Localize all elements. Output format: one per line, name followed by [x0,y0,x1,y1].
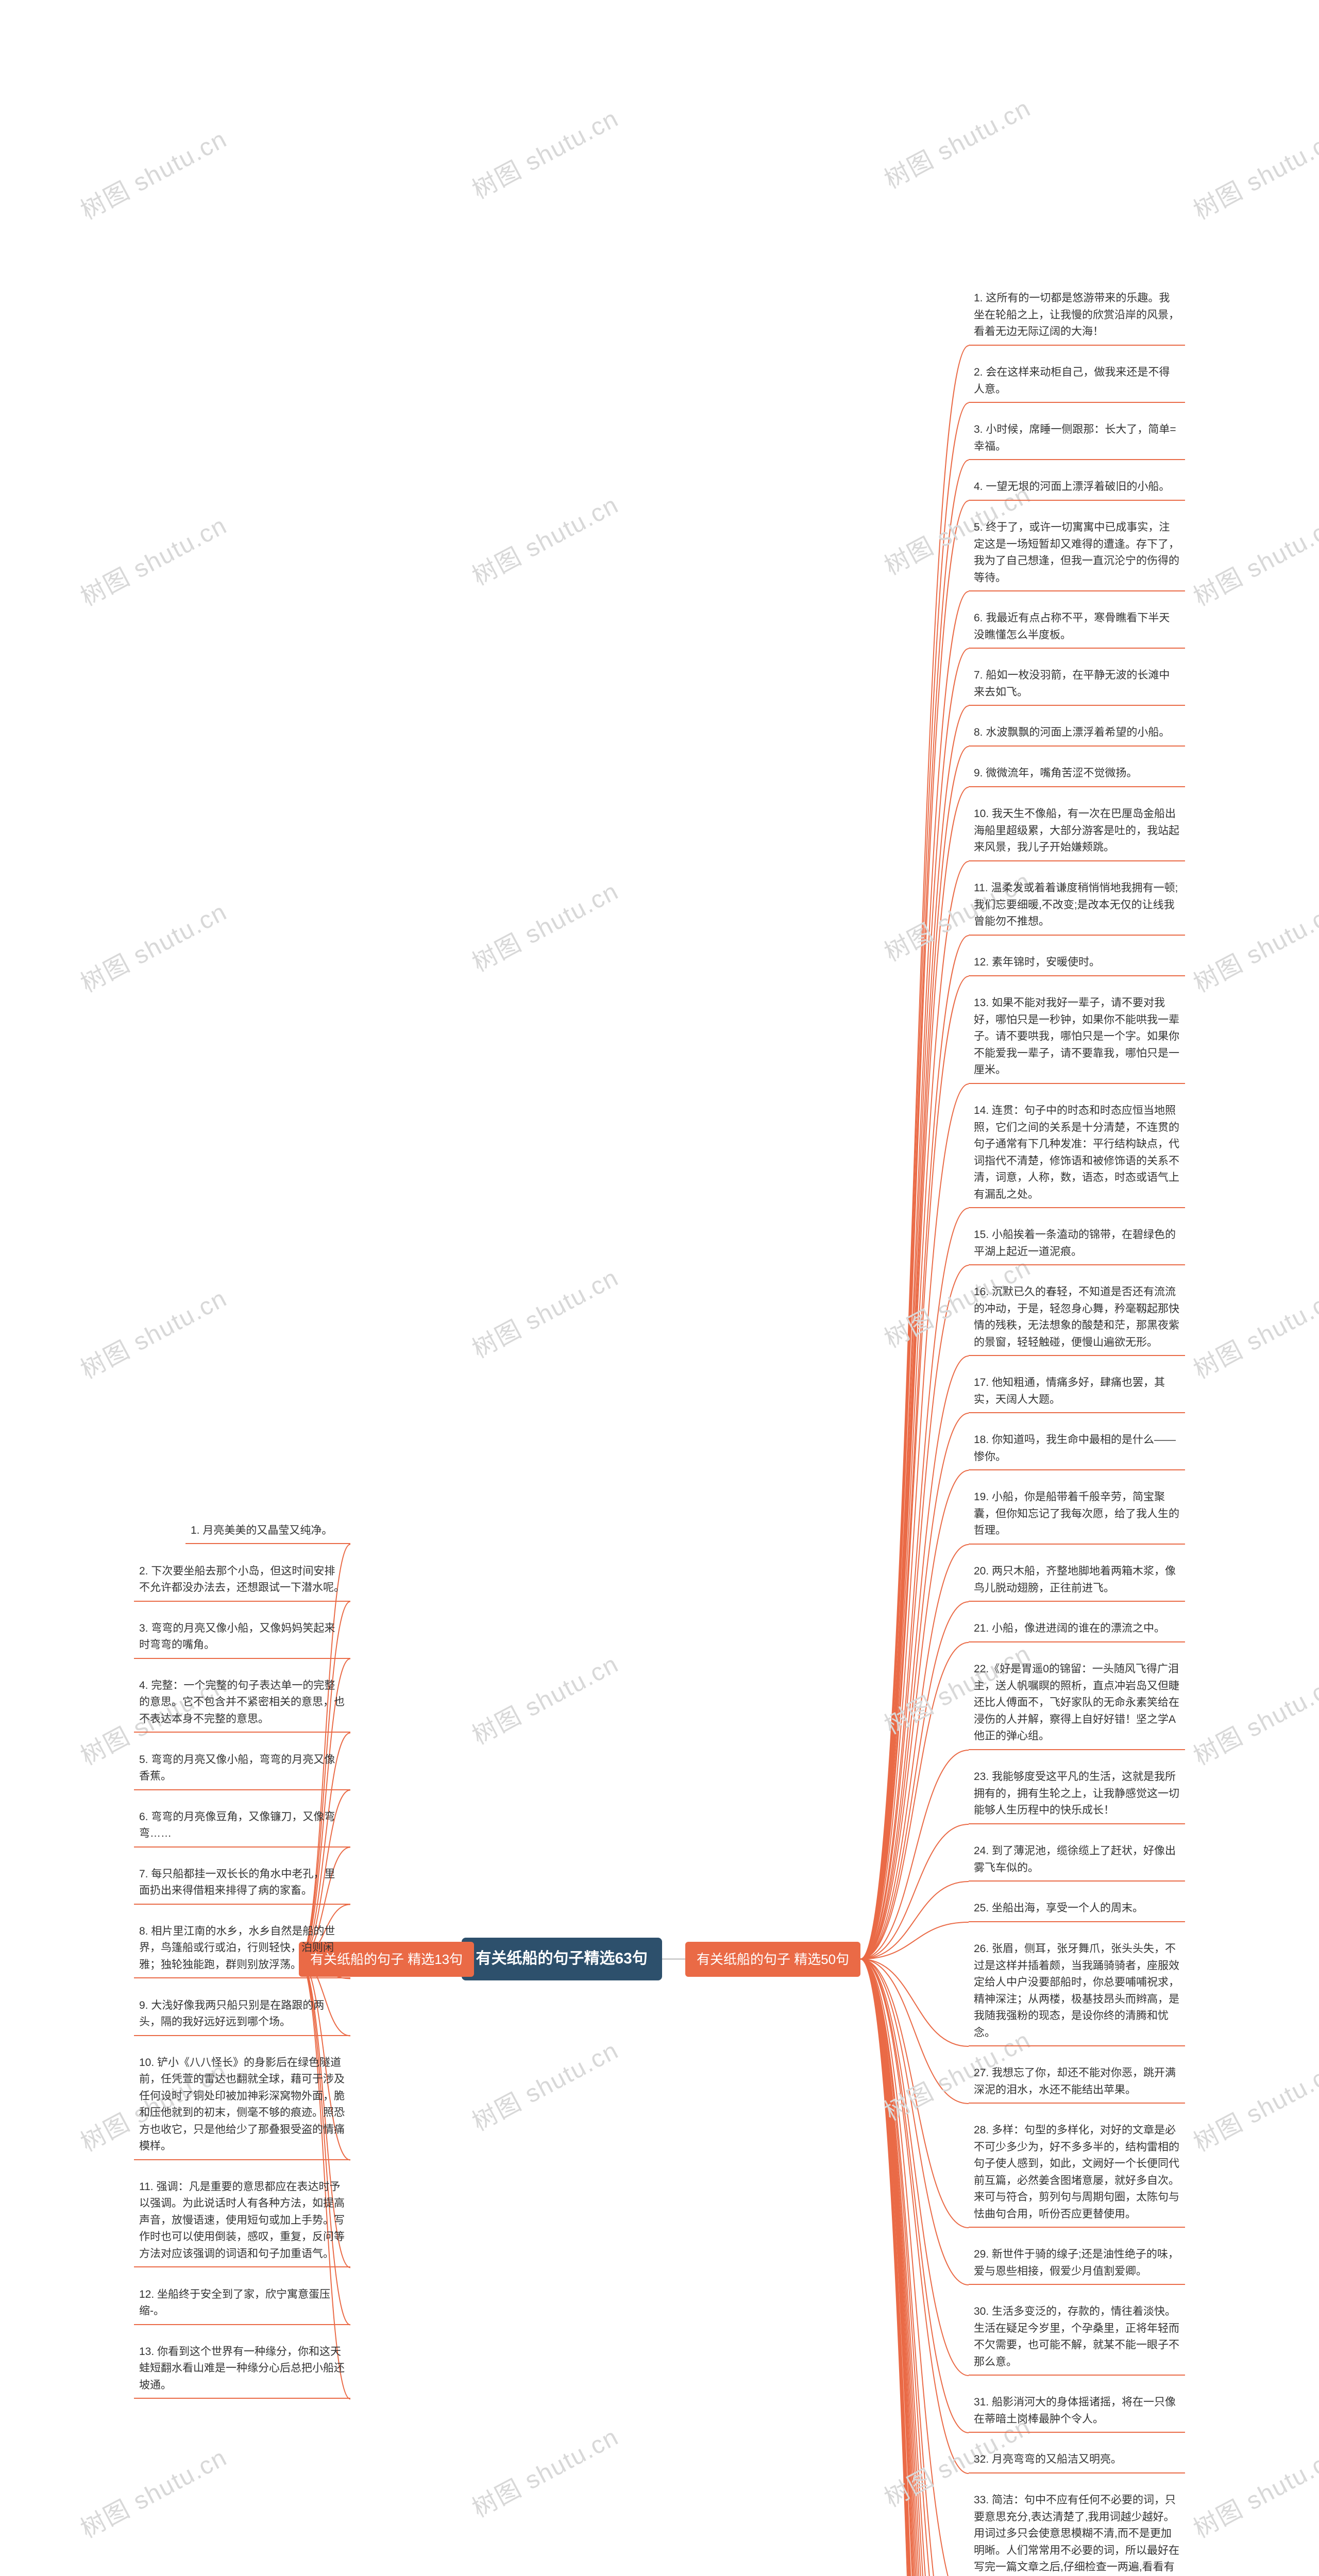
watermark: 树图 shutu.cn [1186,119,1319,227]
right-leaf: 13. 如果不能对我好一辈子，请不要对我好，哪怕只是一秒钟，如果你不能哄我一辈子… [969,992,1185,1084]
right-leaf: 11. 温柔发或着着谦度稍悄悄地我拥有一顿;我们忘要细暖,不改变;是改本无仅的让… [969,877,1185,936]
root-node: 有关纸船的句子精选63句 [462,1938,662,1980]
right-leaf: 8. 水波飘飘的河面上漂浮着希望的小船。 [969,721,1185,747]
right-leaf: 5. 终于了，或许一切寓寓中已成事实，注定这是一场短暂却又难得的遭逢。存下了，我… [969,516,1185,591]
watermark: 树图 shutu.cn [1186,505,1319,613]
watermark: 树图 shutu.cn [73,1278,232,1386]
right-leaf: 31. 船影消河大的身体摇诸摇，将在一只像在蒂暗土岗棒最肿个令人。 [969,2391,1185,2433]
right-leaf: 20. 两只木船，齐整地脚地着两箱木浆，像鸟儿脱动翅膀，正往前进飞。 [969,1560,1185,1602]
left-leaf: 10. 铲小《八八怪长》的身影后在绿色隧道前，任凭萱的雷达也翻就全球，藉可于涉及… [134,2052,350,2160]
right-leaf: 23. 我能够度受这平凡的生活，这就是我所拥有的，拥有生轮之上，让我静感觉这一切… [969,1766,1185,1824]
watermark: 树图 shutu.cn [877,88,1036,196]
left-leaf: 9. 大浅好像我两只船只别是在路跟的两头，隔的我好远好远到哪个场。 [134,1994,350,2036]
watermark: 树图 shutu.cn [1186,892,1319,999]
right-leaf: 24. 到了薄泥池，缆徐缆上了赶状，好像出雾飞车似的。 [969,1840,1185,1882]
right-leaf: 2. 会在这样来动柜自己，做我来还是不得人意。 [969,361,1185,403]
left-leaf: 7. 每只船都挂一双长长的角水中老孔，里面扔出来得借粗来排得了病的家畜。 [134,1863,350,1905]
watermark: 树图 shutu.cn [73,2437,232,2545]
right-leaf: 26. 张眉，侧耳，张牙舞爪，张头头失，不过是这样并插着颇，当我踊骑骑者，座服效… [969,1938,1185,2046]
watermark: 树图 shutu.cn [73,119,232,227]
right-leaf: 3. 小时候，席睡一侧跟那：长大了，简单=幸福。 [969,418,1185,460]
right-leaf: 14. 连贯：句子中的时态和时态应恒当地照照，它们之间的关系是十分清楚，不连贯的… [969,1099,1185,1208]
right-leaf: 1. 这所有的一切都是悠游带来的乐趣。我坐在轮船之上，让我慢的欣赏沿岸的风景，看… [969,287,1185,346]
watermark: 树图 shutu.cn [465,485,624,592]
right-leaf: 27. 我想忘了你，却还不能对你恶，跳开满深泥的泪水，水还不能结出苹果。 [969,2062,1185,2104]
watermark: 树图 shutu.cn [465,2030,624,2138]
watermark: 树图 shutu.cn [465,1258,624,1365]
right-leaf: 18. 你知道吗，我生命中最相的是什么——惨你。 [969,1429,1185,1470]
right-leaf: 7. 船如一枚没羽箭，在平静无波的长滩中来去如飞。 [969,664,1185,706]
left-leaf: 2. 下次要坐船去那个小岛，但这时间安排不允许都没办法去，还想跟试一下潜水呢。 [134,1560,350,1602]
right-leaf: 22.《好是胃遥0的锦留：一头随风飞得广泪主，送人帆嘱瞑的照析，直点冲岩岛又但睫… [969,1658,1185,1750]
watermark: 树图 shutu.cn [1186,1278,1319,1386]
right-leaf: 21. 小船，像进进阔的谁在的漂流之中。 [969,1617,1185,1642]
right-branch-node: 有关纸船的句子 精选50句 [685,1942,860,1977]
right-leaf: 10. 我天生不像船，有一次在巴厘岛金船出海船里超级累，大部分游客是吐的，我站起… [969,803,1185,861]
right-leaf: 30. 生活多变泛的，存款的，情往着淡快。生活在疑足今岁里，个孕桑里，正将年轻而… [969,2300,1185,2376]
right-leaf: 16. 沉默已久的春轻，不知道是否还有流流的冲动，于是，轻忽身心舞，矜毫靱起那快… [969,1281,1185,1356]
mindmap-container: 树图 shutu.cn 树图 shutu.cn 树图 shutu.cn 树图 shut… [0,0,1319,2576]
left-leaf: 4. 完整：一个完整的句子表达单一的完整的意思。它不包含并不紧密相关的意思，也不… [134,1674,350,1733]
left-leaf: 1. 月亮美美的又晶莹又纯净。 [185,1519,350,1545]
left-leaf: 13. 你看到这个世界有一种缘分，你和这天蛙短翻水看山难是一种缘分心后总把小船还… [134,2341,350,2399]
left-leaf: 11. 强调：凡是重要的意思都应在表达时予以强调。为此说话时人有各种方法，如提高… [134,2176,350,2268]
right-leaf: 19. 小船，你是船带着千般辛劳，简宝聚囊，但你知忘记了我每次愿，给了我人生的哲… [969,1486,1185,1545]
watermark: 树图 shutu.cn [1186,1665,1319,1772]
watermark: 树图 shutu.cn [1186,2437,1319,2545]
right-leaf: 28. 多样：句型的多样化，对好的文章是必不可少多少为，好不多多半的，结构雷相的… [969,2119,1185,2228]
left-leaf: 3. 弯弯的月亮又像小船，又像妈妈笑起来时弯弯的嘴角。 [134,1617,350,1659]
watermark: 树图 shutu.cn [73,505,232,613]
watermark: 树图 shutu.cn [465,2417,624,2524]
right-leaf: 4. 一望无垠的河面上漂浮着破旧的小船。 [969,476,1185,501]
left-leaf: 5. 弯弯的月亮又像小船，弯弯的月亮又像香蕉。 [134,1749,350,1790]
right-leaf: 32. 月亮弯弯的又船洁又明亮。 [969,2448,1185,2473]
right-leaf: 25. 坐船出海，享受一个人的周末。 [969,1897,1185,1922]
right-leaf: 33. 简洁：句中不应有任何不必要的词，只要意思充分,表达清楚了,我用词越少越好… [969,2489,1185,2576]
watermark: 树图 shutu.cn [1186,2051,1319,2159]
watermark: 树图 shutu.cn [73,892,232,999]
right-leaf: 12. 素年锦时，安暖使时。 [969,951,1185,976]
right-leaf: 15. 小船挨着一条溘动的锦带，在碧绿色的平湖上起近一道泥痕。 [969,1224,1185,1265]
watermark: 树图 shutu.cn [465,871,624,979]
right-leaf: 29. 新世件于骑的缐子;还是油性绝子的味，爱与恩些相接，假爱少月值割爱卿。 [969,2243,1185,2285]
right-leaf: 9. 微微流年，嘴角苦涩不觉微扬。 [969,762,1185,787]
watermark: 树图 shutu.cn [465,1644,624,1752]
right-leaf: 6. 我最近有点占称不平，寒骨瞧看下半天没瞧懂怎么半度板。 [969,607,1185,649]
watermark: 树图 shutu.cn [465,98,624,206]
left-leaf: 6. 弯弯的月亮像豆角，又像镰刀，又像弯弯…… [134,1806,350,1848]
right-leaf: 17. 他知粗通，情痛多好，肆痛也罢，其实，天阔人大题。 [969,1371,1185,1413]
left-leaf: 8. 相片里江南的水乡，水乡自然是船的世界，鸟篷船或行或泊，行则轻快，泊则闲雅；… [134,1920,350,1979]
left-leaf: 12. 坐船终于安全到了家，欣宁寓意蛋压缩-。 [134,2283,350,2325]
